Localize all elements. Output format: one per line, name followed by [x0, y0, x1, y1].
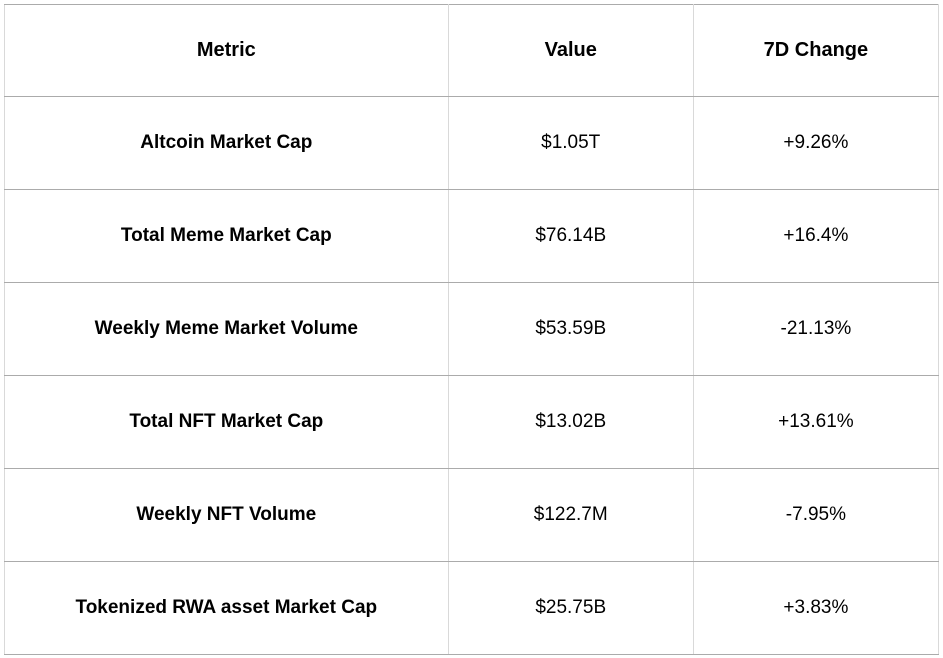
- header-7d-change: 7D Change: [692, 4, 940, 97]
- metric-label: Total NFT Market Cap: [4, 375, 449, 469]
- table-row: Total NFT Market Cap $13.02B +13.61%: [4, 375, 940, 469]
- header-metric: Metric: [4, 4, 449, 97]
- header-value: Value: [447, 4, 694, 97]
- table-row: Total Meme Market Cap $76.14B +16.4%: [4, 189, 940, 283]
- metric-label: Weekly NFT Volume: [4, 468, 449, 562]
- metric-change: -7.95%: [692, 468, 940, 562]
- metric-value: $1.05T: [447, 96, 694, 190]
- metric-value: $76.14B: [447, 189, 694, 283]
- metric-change: +3.83%: [692, 561, 940, 655]
- table-header-row: Metric Value 7D Change: [4, 4, 940, 97]
- crypto-metrics-table: Metric Value 7D Change Altcoin Market Ca…: [4, 4, 940, 655]
- table-row: Tokenized RWA asset Market Cap $25.75B +…: [4, 561, 940, 655]
- metric-label: Weekly Meme Market Volume: [4, 282, 449, 376]
- metric-value: $25.75B: [447, 561, 694, 655]
- metric-change: -21.13%: [692, 282, 940, 376]
- metric-change: +16.4%: [692, 189, 940, 283]
- metric-label: Altcoin Market Cap: [4, 96, 449, 190]
- metric-label: Tokenized RWA asset Market Cap: [4, 561, 449, 655]
- metric-value: $13.02B: [447, 375, 694, 469]
- table-row: Weekly Meme Market Volume $53.59B -21.13…: [4, 282, 940, 376]
- metric-change: +13.61%: [692, 375, 940, 469]
- metric-value: $122.7M: [447, 468, 694, 562]
- metric-value: $53.59B: [447, 282, 694, 376]
- metric-label: Total Meme Market Cap: [4, 189, 449, 283]
- metric-change: +9.26%: [692, 96, 940, 190]
- table-row: Weekly NFT Volume $122.7M -7.95%: [4, 468, 940, 562]
- table-row: Altcoin Market Cap $1.05T +9.26%: [4, 96, 940, 190]
